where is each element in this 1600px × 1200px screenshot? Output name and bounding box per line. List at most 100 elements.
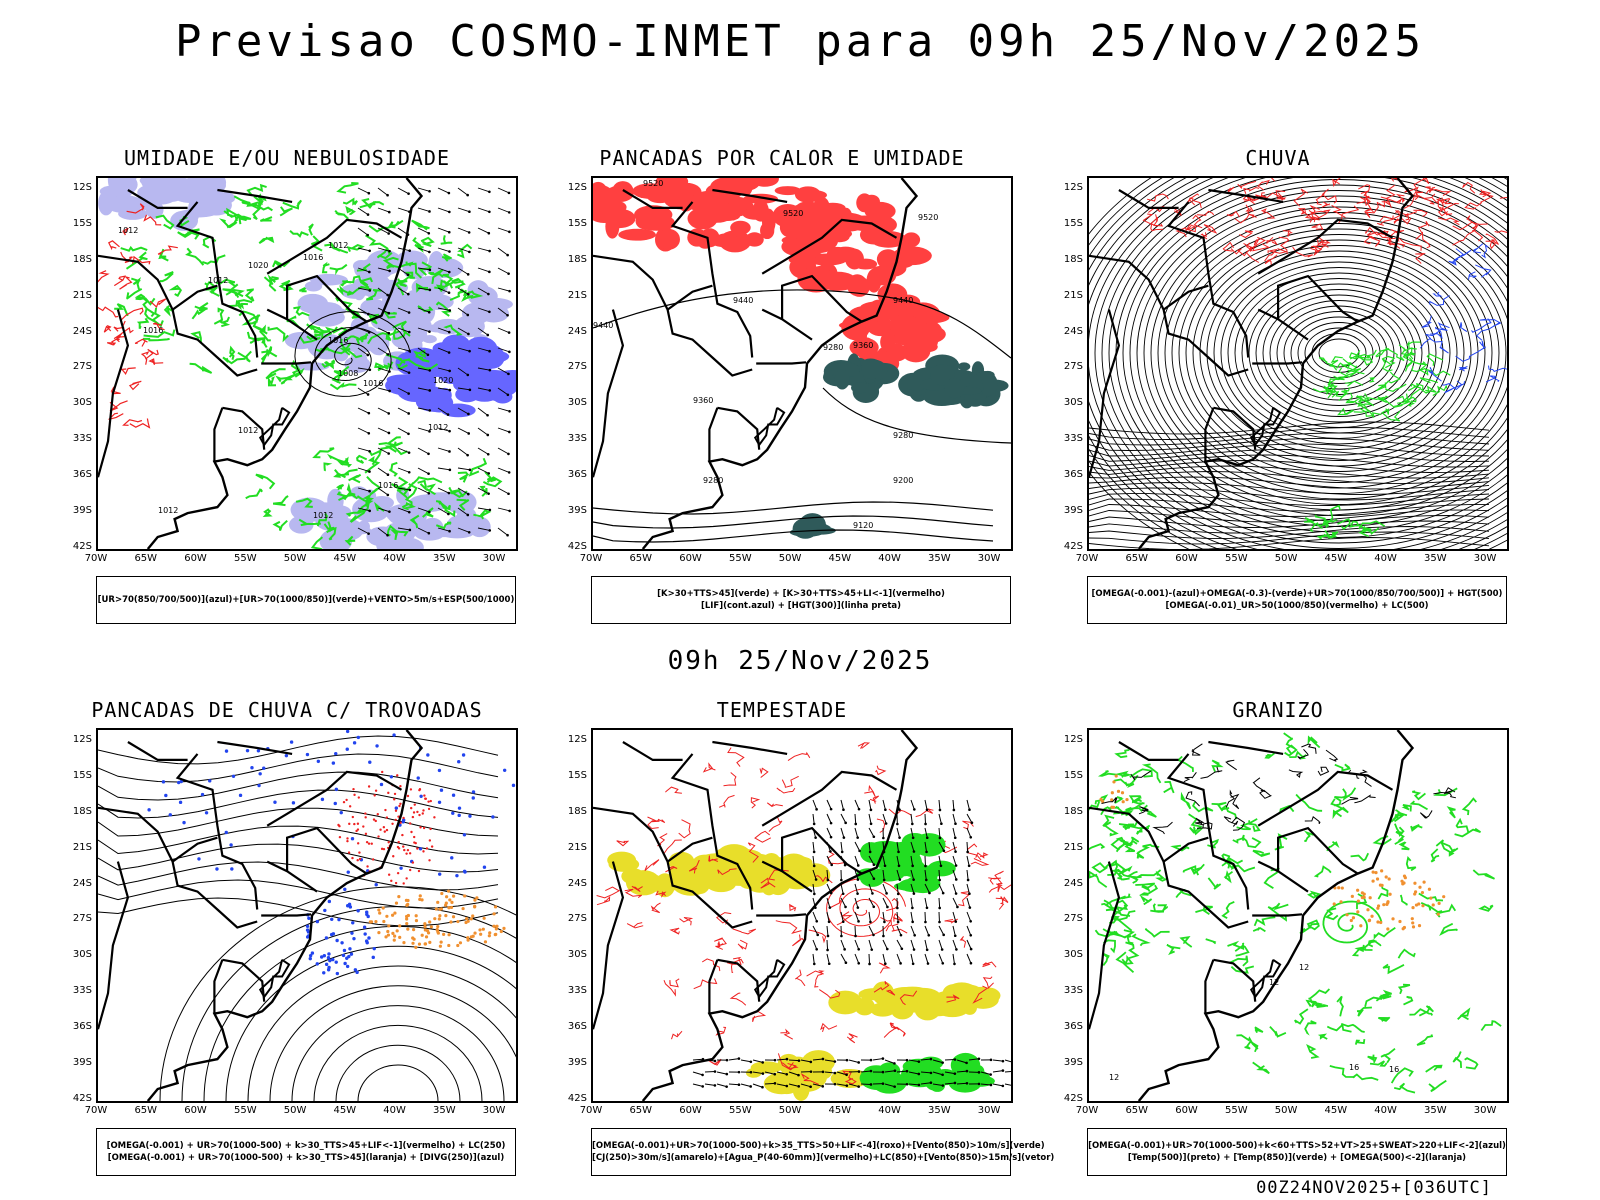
wind850-vector [868, 827, 875, 837]
wind850-vector [910, 869, 915, 880]
wind850-vector-head [773, 1082, 777, 1085]
wind850-vector-head [869, 1069, 873, 1073]
temp850-contour [1121, 954, 1134, 965]
temp850-contour [1252, 926, 1266, 933]
omega500-dot [1360, 896, 1364, 900]
wind850-vector-head [843, 948, 846, 951]
hgt500-contour [1089, 487, 1490, 501]
wind-arrow [357, 347, 369, 356]
divergence-dot [324, 936, 329, 940]
wind850-vector-head [826, 948, 829, 952]
omega-green-contour [1331, 389, 1349, 398]
lat-tick-label: 33S [567, 985, 587, 997]
wind850-vector-head [912, 878, 915, 881]
wind850-vector [968, 1058, 979, 1061]
humid-low-contour [426, 483, 437, 496]
wind850-vector-head [905, 1058, 909, 1062]
thunderstorm-red-dot [348, 822, 351, 826]
temp850-contour [1352, 1073, 1379, 1081]
lc850-streamline [998, 897, 1009, 910]
temp850-contour [1232, 834, 1245, 844]
lc850-streamline [836, 911, 853, 926]
omega500-dot [1340, 886, 1344, 890]
thunderstorm-orange-dot [492, 924, 496, 928]
divergence-dot [437, 872, 442, 876]
divergence-dot [204, 811, 209, 815]
temp850-contour [1241, 836, 1262, 849]
lagoon-outline [1249, 958, 1282, 999]
temp850-contour [1179, 936, 1193, 948]
wind850-vector-head [883, 920, 886, 924]
divergence-dot [168, 813, 172, 817]
lon-tick-label: 30W [482, 553, 506, 564]
wind850-vector-head [872, 933, 875, 937]
lat-tick-label: 24S [567, 325, 587, 337]
divergence-dot [250, 766, 254, 770]
thunderstorm-orange-dot [405, 917, 409, 921]
wind850-vector-head [797, 1073, 800, 1077]
wind850-vector [776, 1071, 787, 1075]
temp500-contour [1185, 791, 1200, 807]
heat-shower-red-area [593, 189, 602, 215]
wind850-vector [896, 911, 899, 922]
wind850-vector-head [942, 849, 946, 853]
humid-low-contour [345, 503, 370, 517]
temp850-contour [1267, 906, 1288, 922]
wind-arrow-head [407, 510, 411, 514]
wind850-vector [938, 869, 941, 881]
divergence-dot [231, 774, 236, 779]
humid-low-contour [272, 519, 288, 531]
wind850-vector [924, 827, 928, 838]
wind850-vector [966, 813, 973, 823]
wind850-vector [826, 953, 830, 964]
wind-arrow-head [427, 491, 431, 495]
wind-arrow-head [388, 389, 391, 393]
contour-label: 1012 [428, 423, 448, 432]
wind850-vector-head [899, 933, 903, 937]
wind-arrow [497, 527, 508, 536]
lon-tick-label: 70W [1075, 553, 1099, 564]
thunderstorm-red-dot [408, 868, 412, 872]
wind-arrow [477, 347, 490, 352]
wind850-vector [854, 925, 857, 937]
humid-high-area [469, 349, 510, 364]
border-line [127, 189, 188, 209]
lon-tick-label: 55W [1224, 1105, 1248, 1116]
lon-tick-label: 65W [629, 1105, 653, 1116]
wind-arrow-head [387, 331, 391, 335]
temp850-contour [1454, 827, 1481, 838]
humid-low-contour [365, 234, 391, 255]
temp850-contour [1380, 1047, 1396, 1064]
humid-low-contour [120, 245, 148, 252]
wind-arrow [417, 447, 429, 455]
streamline [203, 925, 516, 1101]
wind-arrow [377, 207, 390, 213]
divergence-dot [462, 833, 467, 837]
humid-low-contour [290, 359, 303, 374]
wind850-vector-head [844, 961, 848, 965]
hgt500-contour [1129, 190, 1507, 516]
coastline [641, 730, 919, 1101]
legend-box: [OMEGA(-0.001) + UR>70(1000-500) + k>30_… [96, 1128, 516, 1176]
thunderstorm-orange-dot [461, 906, 465, 911]
border-line [1257, 770, 1394, 827]
thunderstorm-orange-dot [414, 919, 419, 923]
divergence-dot [323, 908, 327, 913]
wind-arrow-head [466, 492, 470, 496]
lon-tick-label: 40W [383, 1105, 406, 1116]
thunderstorm-red-dot [429, 799, 432, 803]
lon-tick-label: 70W [84, 553, 108, 564]
wind850-vector [826, 827, 832, 838]
wind-arrow-head [447, 291, 451, 294]
wind850-vector-head [924, 864, 927, 868]
panel-granizo: GRANIZO 12S 15S 18S 21S 24S 27S 30S 33S 36S 39S 42S… [1043, 698, 1513, 1178]
humid-low-contour [435, 521, 452, 530]
lc850-streamline [844, 1076, 857, 1085]
wind-arrow [417, 327, 430, 333]
wind-arrow-head [428, 389, 432, 392]
thunderstorm-red-dot [419, 826, 422, 829]
thunderstorm-red-dot [376, 813, 379, 816]
wind-arrow [377, 527, 388, 536]
